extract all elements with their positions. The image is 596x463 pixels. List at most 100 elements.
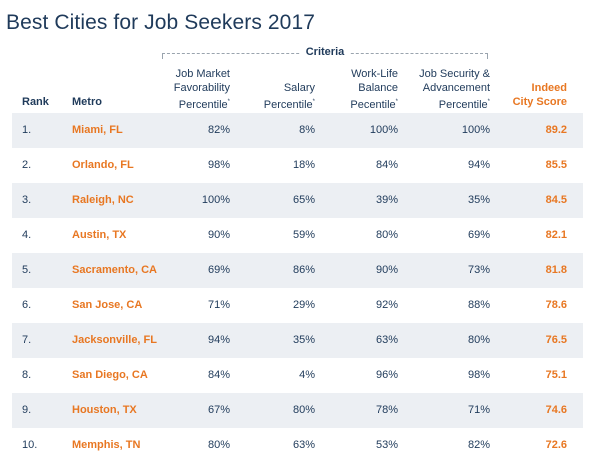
table-row: 3. Raleigh, NC 100% 65% 39% 35% 84.5 <box>12 183 583 218</box>
header-salary-line2: Percentile* <box>263 99 315 111</box>
salary-cell: 18% <box>292 159 315 171</box>
job-security-cell: 69% <box>467 229 490 241</box>
score-cell: 84.5 <box>545 194 567 206</box>
criteria-bracket: Criteria <box>162 46 488 59</box>
metro-cell: Raleigh, NC <box>72 194 134 206</box>
header-job-security-line3: Percentile* <box>438 99 490 111</box>
job-market-cell: 98% <box>207 159 230 171</box>
rank-cell: 8. <box>22 369 32 381</box>
salary-cell: 63% <box>292 439 315 451</box>
salary-cell: 8% <box>299 124 315 136</box>
metro-cell: Jacksonville, FL <box>72 334 157 346</box>
job-market-cell: 80% <box>207 439 230 451</box>
rank-cell: 7. <box>22 334 32 346</box>
metro-cell: San Jose, CA <box>72 299 143 311</box>
table-body: 1. Miami, FL 82% 8% 100% 100% 89.2 2. Orlando, F… <box>12 113 583 463</box>
header-job-market-line1: Job Market <box>175 68 230 80</box>
rank-cell: 4. <box>22 229 32 241</box>
work-life-cell: 96% <box>375 369 398 381</box>
job-security-cell: 80% <box>467 334 490 346</box>
header-metro: Metro <box>72 96 102 108</box>
job-market-cell: 100% <box>201 194 230 206</box>
header-job-market-line3: Percentile* <box>178 99 230 111</box>
job-security-cell: 82% <box>467 439 490 451</box>
table-row: 5. Sacramento, CA 69% 86% 90% 73% 81.8 <box>12 253 583 288</box>
work-life-cell: 90% <box>375 264 398 276</box>
job-security-cell: 94% <box>467 159 490 171</box>
job-market-cell: 84% <box>207 369 230 381</box>
work-life-cell: 100% <box>369 124 398 136</box>
salary-cell: 80% <box>292 404 315 416</box>
job-security-cell: 35% <box>467 194 490 206</box>
score-cell: 85.5 <box>545 159 567 171</box>
header-work-life: Work-Life Balance Pecentile* <box>350 67 398 112</box>
work-life-cell: 92% <box>375 299 398 311</box>
salary-cell: 86% <box>292 264 315 276</box>
job-security-cell: 88% <box>467 299 490 311</box>
rank-cell: 1. <box>22 124 32 136</box>
rank-cell: 5. <box>22 264 32 276</box>
job-market-cell: 67% <box>207 404 230 416</box>
header-job-security-line1: Job Security & <box>419 68 490 80</box>
header-work-life-line2: Balance <box>358 82 398 94</box>
rank-cell: 10. <box>22 439 38 451</box>
header-job-security: Job Security & Advancement Percentile* <box>419 67 490 112</box>
job-security-cell: 100% <box>461 124 490 136</box>
header-salary-line1: Salary <box>283 82 315 94</box>
table-row: 9. Houston, TX 67% 80% 78% 71% 74.6 <box>12 393 583 428</box>
chart-title: Best Cities for Job Seekers 2017 <box>6 11 316 34</box>
salary-cell: 35% <box>292 334 315 346</box>
score-cell: 74.6 <box>545 404 567 416</box>
header-job-security-line2: Advancement <box>422 82 490 94</box>
table-row: 8. San Diego, CA 84% 4% 96% 98% 75.1 <box>12 358 583 393</box>
metro-cell: Sacramento, CA <box>72 264 157 276</box>
header-rank: Rank <box>22 96 49 108</box>
header-job-market-line2: Favorability <box>173 82 230 94</box>
score-cell: 76.5 <box>545 334 567 346</box>
work-life-cell: 78% <box>375 404 398 416</box>
table-row: 7. Jacksonville, FL 94% 35% 63% 80% 76.5 <box>12 323 583 358</box>
footnote-mark: * <box>227 99 230 105</box>
header-score-line1: Indeed <box>531 82 567 94</box>
score-cell: 75.1 <box>545 369 567 381</box>
job-security-cell: 98% <box>467 369 490 381</box>
table-row: 4. Austin, TX 90% 59% 80% 69% 82.1 <box>12 218 583 253</box>
job-market-cell: 69% <box>207 264 230 276</box>
job-market-cell: 94% <box>207 334 230 346</box>
header-work-life-line1: Work-Life <box>351 68 398 80</box>
footnote-mark: * <box>487 99 490 105</box>
job-market-cell: 71% <box>207 299 230 311</box>
score-cell: 82.1 <box>545 229 567 241</box>
work-life-cell: 63% <box>375 334 398 346</box>
header-score-line2: City Score <box>512 96 567 108</box>
metro-cell: Miami, FL <box>72 124 123 136</box>
metro-cell: Memphis, TN <box>72 439 141 451</box>
rank-cell: 3. <box>22 194 32 206</box>
rank-cell: 6. <box>22 299 32 311</box>
job-security-cell: 73% <box>467 264 490 276</box>
work-life-cell: 80% <box>375 229 398 241</box>
rank-cell: 9. <box>22 404 32 416</box>
score-cell: 72.6 <box>545 439 567 451</box>
table-row: 2. Orlando, FL 98% 18% 84% 94% 85.5 <box>12 148 583 183</box>
job-security-cell: 71% <box>467 404 490 416</box>
score-cell: 81.8 <box>545 264 567 276</box>
metro-cell: Austin, TX <box>72 229 127 241</box>
header-work-life-line3: Pecentile* <box>350 99 398 111</box>
salary-cell: 29% <box>292 299 315 311</box>
score-cell: 89.2 <box>545 124 567 136</box>
salary-cell: 59% <box>292 229 315 241</box>
footnote-mark: * <box>395 99 398 105</box>
job-market-cell: 90% <box>207 229 230 241</box>
metro-cell: Houston, TX <box>72 404 137 416</box>
metro-cell: Orlando, FL <box>72 159 134 171</box>
work-life-cell: 39% <box>375 194 398 206</box>
table-row: 6. San Jose, CA 71% 29% 92% 88% 78.6 <box>12 288 583 323</box>
header-salary: Salary Percentile* <box>264 81 315 112</box>
work-life-cell: 84% <box>375 159 398 171</box>
header-score: Indeed City Score <box>513 81 567 109</box>
header-job-market: Job Market Favorability Percentile* <box>174 67 230 112</box>
salary-cell: 65% <box>292 194 315 206</box>
table-row: 10. Memphis, TN 80% 63% 53% 82% 72.6 <box>12 428 583 463</box>
metro-cell: San Diego, CA <box>72 369 148 381</box>
